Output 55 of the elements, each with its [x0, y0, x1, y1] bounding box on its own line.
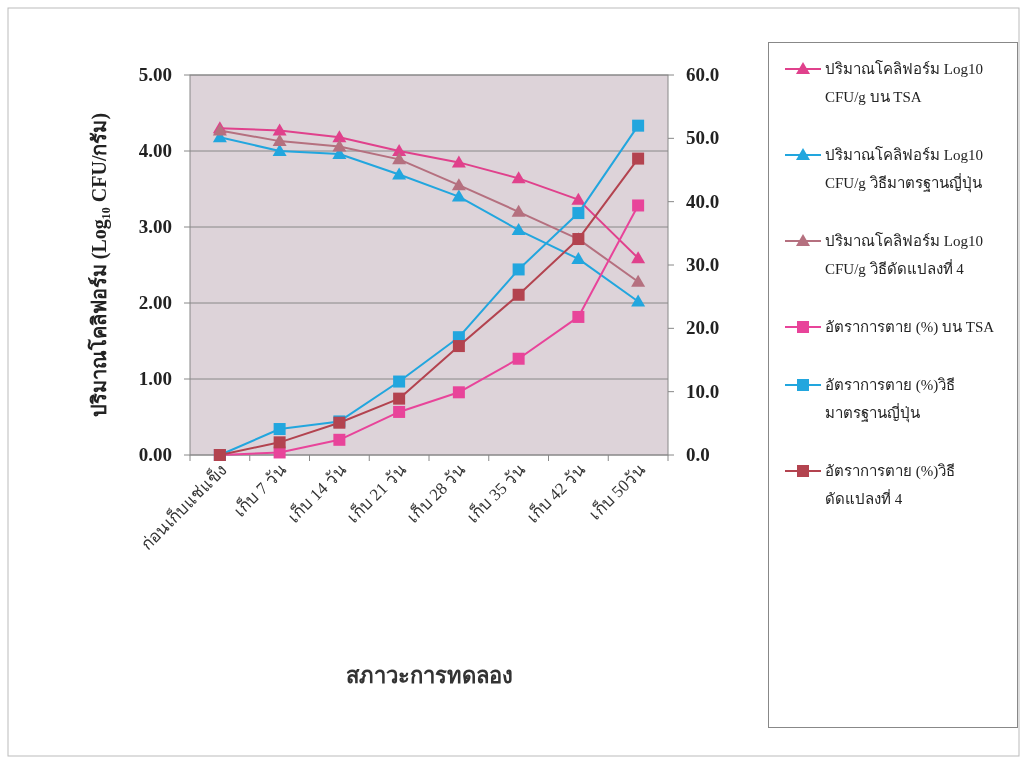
legend-label: ปริมาณโคลิฟอร์ม Log10 CFU/g วิธีดัดแปลงที่ 4	[825, 231, 984, 279]
point	[511, 223, 526, 236]
point	[572, 207, 585, 220]
point	[632, 152, 645, 165]
point	[272, 123, 287, 136]
y-tick-label: 0.00	[138, 444, 172, 465]
y2-tick-label: 10.0	[686, 380, 720, 402]
point	[273, 423, 286, 436]
point	[511, 171, 526, 184]
point	[333, 433, 346, 446]
point	[272, 134, 287, 147]
y-axis-title: ปริมาณโคลิฟอร์ม (Log₁₀ CFU/กรัม)	[87, 112, 111, 418]
point	[632, 199, 645, 212]
point	[451, 178, 466, 191]
y2-tick-label: 20.0	[686, 317, 720, 339]
y-tick-label: 5.00	[138, 64, 172, 85]
y2-tick-label: 30.0	[686, 254, 720, 275]
point	[272, 144, 287, 156]
legend-label: อัตราการตาย (%)วิธีดัดแปลงที่ 4	[825, 462, 957, 509]
legend-label: ปริมาณโคลิฟอร์ม Log10 CFU/g วิธีมาตรฐานญี่ปุ่น	[825, 145, 984, 195]
point	[571, 192, 586, 205]
point	[512, 288, 525, 301]
point	[392, 152, 407, 165]
point	[512, 352, 525, 365]
point	[393, 405, 406, 418]
point	[571, 251, 586, 264]
y2-tick-label: 60.0	[686, 64, 720, 85]
point	[511, 204, 526, 217]
point	[392, 144, 407, 156]
point	[631, 251, 646, 264]
point	[273, 436, 286, 449]
y-tick-label: 3.00	[138, 216, 172, 237]
point	[393, 375, 406, 388]
point	[632, 119, 645, 132]
y-tick-label: 2.00	[138, 292, 172, 313]
point	[452, 386, 465, 399]
y-tick-label: 4.00	[138, 140, 172, 161]
point	[393, 392, 406, 405]
point	[631, 294, 646, 307]
point	[631, 274, 646, 287]
point	[332, 139, 347, 152]
point	[451, 189, 466, 202]
legend-label: อัตราการตาย (%)วิธีมาตรฐานญี่ปุ่น	[825, 376, 957, 425]
y2-tick-label: 40.0	[686, 190, 720, 212]
y-tick-label: 1.00	[138, 368, 172, 389]
point	[392, 167, 407, 180]
point	[572, 310, 585, 323]
legend-label: ปริมาณโคลิฟอร์ม Log10 CFU/g บน TSA	[825, 59, 984, 107]
y2-tick-label: 50.0	[686, 127, 720, 149]
y2-tick-label: 0.0	[686, 444, 710, 465]
legend-label: อัตราการตาย (%) บน TSA	[825, 318, 996, 337]
point	[512, 263, 525, 276]
x-axis-title: สภาวะการทดลอง	[345, 663, 513, 688]
point	[451, 155, 466, 168]
point	[452, 340, 465, 353]
